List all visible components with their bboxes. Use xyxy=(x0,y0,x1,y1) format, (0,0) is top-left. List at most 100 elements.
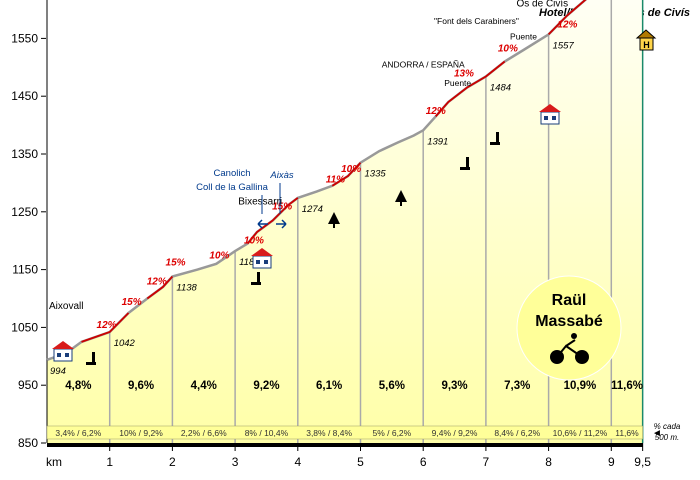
ramp-percent: 15% xyxy=(272,202,292,213)
altitude-label: 1274 xyxy=(302,204,323,215)
ramp-percent: 11% xyxy=(326,174,345,185)
fountain-icon xyxy=(251,272,261,285)
hotel-icon xyxy=(52,341,74,362)
section-average: 6,1% xyxy=(316,380,342,392)
fountain-icon-base xyxy=(490,142,500,145)
section-average: 4,4% xyxy=(191,380,217,392)
refuge-icon: H xyxy=(635,29,657,51)
rider-last-name: Massabé xyxy=(535,313,603,330)
ramp-percent: 15% xyxy=(166,258,186,269)
hotel-icon-window xyxy=(544,116,548,120)
half-km-grade: 3,4% / 6,2% xyxy=(55,428,101,438)
tree-icon-trunk xyxy=(400,202,402,206)
tree-icon xyxy=(328,212,340,224)
hotel-icon xyxy=(539,104,561,125)
ramp-segment xyxy=(81,312,130,343)
y-tick-label: 1450 xyxy=(11,89,38,103)
ramp-percent: 12% xyxy=(426,106,446,117)
ramp-percent: 15% xyxy=(122,297,142,308)
section-average: 9,3% xyxy=(441,380,467,392)
half-km-grade: 11,6% xyxy=(615,428,639,438)
arrow-right-icon xyxy=(276,219,287,229)
altitude-label: 1391 xyxy=(427,136,448,147)
hotel-icon-window xyxy=(57,353,61,357)
place-name: Aixovall xyxy=(49,301,83,312)
ramp-percent: 12% xyxy=(557,19,577,30)
x-tick-label: 7 xyxy=(483,455,490,469)
place-name: Puente xyxy=(444,78,471,88)
hotel-icon-body xyxy=(53,348,73,362)
altitude-label: 1182 xyxy=(239,257,260,268)
fountain-icon-base xyxy=(251,282,261,285)
tree-icon-trunk xyxy=(333,224,335,228)
arrow-icon: ◄ xyxy=(652,428,662,439)
place-name: Puente xyxy=(510,32,537,42)
fountain-icon-base xyxy=(86,362,96,365)
x-tick-label: 9 xyxy=(608,455,615,469)
ramp-segment xyxy=(331,162,362,187)
direction-label: Canolich xyxy=(214,168,251,179)
rider-badge-circle xyxy=(516,275,622,381)
x-axis-bar xyxy=(47,443,643,447)
half-km-grade: 10% / 9,2% xyxy=(119,428,163,438)
fountain-icon xyxy=(490,132,500,145)
rider-badge: Raül Massabé xyxy=(516,275,622,381)
altitude-label: 1042 xyxy=(114,338,136,349)
refuge-icon-roof xyxy=(635,29,657,39)
hotel-icon-window xyxy=(256,260,260,264)
fountain-icon xyxy=(86,352,96,365)
section-average: 11,6% xyxy=(611,380,643,392)
place-name: Bixessarri xyxy=(238,196,282,207)
half-km-grade: 8% / 10,4% xyxy=(245,428,289,438)
ramp-segment xyxy=(435,60,506,117)
ramp-segment xyxy=(547,0,587,36)
ramp-percent: 10% xyxy=(498,44,518,55)
hotel-icon-roof xyxy=(251,248,273,256)
direction-label: Coll de la Gallina xyxy=(196,182,269,193)
x-tick-label: 9,5 xyxy=(634,455,651,469)
ramp-percent: 10% xyxy=(341,164,361,175)
y-tick-label: 1150 xyxy=(12,263,38,277)
fountain-icon-post xyxy=(466,157,469,169)
section-average: 9,6% xyxy=(128,380,154,392)
hotel-icon xyxy=(251,248,273,269)
half-km-note: % cada xyxy=(654,422,681,431)
x-tick-label: 4 xyxy=(294,455,301,469)
profile-area xyxy=(47,0,643,443)
ramp-segment xyxy=(146,275,174,300)
altitude-label: 1557 xyxy=(553,40,575,51)
altitude-label: 1335 xyxy=(365,169,387,180)
direction-label: Aixàs xyxy=(269,170,293,181)
hotel-icon-roof xyxy=(539,104,561,112)
half-km-grade: 3,8% / 8,4% xyxy=(306,428,352,438)
place-name: Os de Civís xyxy=(516,0,568,10)
altitude-label: 1138 xyxy=(176,283,197,294)
ramp-percent: 12% xyxy=(97,320,117,331)
x-tick-label: 5 xyxy=(357,455,364,469)
cyclist-icon xyxy=(556,339,583,358)
tree-icon xyxy=(395,190,407,202)
hotel-icon-roof xyxy=(52,341,74,349)
x-tick-label: 1 xyxy=(106,455,113,469)
section-average: 10,9% xyxy=(564,380,597,392)
ramp-segment xyxy=(246,197,299,245)
altitude-label: 994 xyxy=(50,366,66,377)
section-average: 4,8% xyxy=(65,380,91,392)
place-name: ANDORRA / ESPAÑA xyxy=(382,59,465,69)
hotel-icon-window xyxy=(552,116,556,120)
ramp-percent: 12% xyxy=(147,277,167,288)
ramp-percent: 13% xyxy=(454,69,474,80)
y-tick-label: 1550 xyxy=(11,31,38,45)
hotel-icon-window xyxy=(264,260,268,264)
x-axis-label: km xyxy=(46,455,62,469)
y-tick-label: 1250 xyxy=(11,205,38,219)
fountain-icon-post xyxy=(257,272,260,284)
half-km-grade: 2,2% / 6,6% xyxy=(181,428,227,438)
y-tick-label: 850 xyxy=(18,436,38,450)
altitude-label: 1484 xyxy=(490,83,511,94)
grade-band xyxy=(46,425,643,440)
hotel-icon-window xyxy=(65,353,69,357)
y-tick-label: 1050 xyxy=(11,320,38,334)
half-km-note: 500 m. xyxy=(655,433,679,442)
